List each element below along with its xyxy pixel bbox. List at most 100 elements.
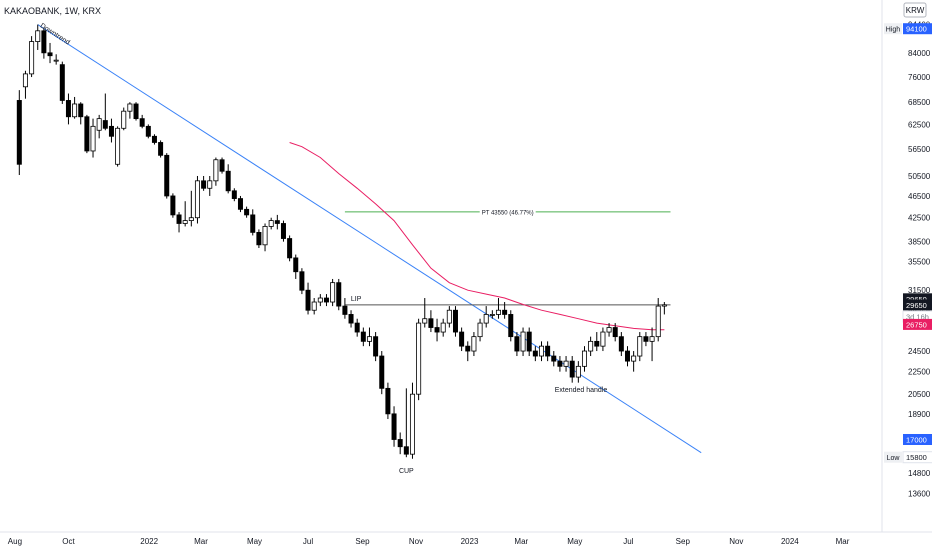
y-tick-label: 68500: [908, 98, 931, 107]
chart-annotation: CUP: [399, 468, 414, 475]
price-badge: [903, 23, 932, 35]
candle-body: [213, 159, 219, 182]
candle-body: [323, 297, 329, 303]
candle-body: [108, 125, 114, 137]
price-badge: [903, 293, 932, 305]
y-tick-label: 31500: [908, 286, 931, 295]
candle-body: [624, 350, 630, 362]
candle-body: [563, 360, 569, 367]
candle-body: [151, 135, 157, 143]
candle-body: [477, 322, 483, 338]
chart-title: KAKAOBANK, 1W, KRX: [4, 6, 102, 16]
x-tick-label: Oct: [62, 537, 75, 546]
candle-body: [452, 309, 458, 333]
candle-body: [176, 214, 182, 224]
candle-body: [397, 439, 403, 448]
candle-body: [557, 360, 563, 367]
y-tick-label: 56500: [908, 145, 931, 154]
candle-body: [256, 231, 262, 246]
candle-body: [201, 180, 207, 189]
candle-body: [280, 223, 286, 239]
candle-body: [606, 327, 612, 333]
candle-body: [446, 309, 452, 324]
candle-body: [643, 336, 649, 342]
chart-annotation: Extended handle: [555, 387, 608, 394]
x-tick-label: 2023: [461, 537, 479, 546]
x-tick-label: Sep: [355, 537, 370, 546]
candle-body: [459, 331, 465, 347]
y-tick-label: 62500: [908, 120, 931, 129]
candle-body: [354, 322, 360, 333]
candle-body: [287, 238, 293, 259]
y-tick-label: 35500: [908, 257, 931, 266]
candle-body: [78, 103, 84, 118]
price-badge-tag-text: High: [886, 27, 901, 34]
y-tick-label: 24500: [908, 347, 931, 356]
lip-label: LIP: [351, 296, 362, 303]
candle-body: [35, 30, 41, 42]
candle-body: [65, 100, 71, 118]
candle-body: [29, 41, 35, 75]
y-tick-label: 18900: [908, 410, 931, 419]
candle-body: [164, 154, 170, 197]
x-tick-label: Aug: [8, 537, 22, 546]
candle-body: [96, 118, 102, 131]
x-tick-label: Nov: [409, 537, 423, 546]
y-tick-label: 42500: [908, 214, 931, 223]
candle-body: [72, 103, 78, 118]
candle-body: [115, 127, 121, 165]
candle-body: [588, 340, 594, 352]
x-tick-label: May: [567, 537, 582, 546]
candle-body: [207, 180, 213, 189]
downtrend-line: [37, 24, 702, 454]
price-badge-text: 29650: [906, 295, 927, 304]
y-tick-label: 46500: [908, 192, 931, 201]
candle-body: [416, 322, 422, 395]
candle-body: [637, 336, 643, 357]
candle-body: [311, 301, 317, 311]
candle-body: [366, 336, 372, 342]
candle-body: [293, 257, 299, 273]
candle-body: [188, 217, 194, 221]
candle-body: [84, 116, 90, 152]
x-tick-label: May: [247, 537, 262, 546]
candle-body: [440, 322, 446, 333]
candle-body: [360, 331, 366, 342]
candle-body: [53, 59, 59, 62]
candle-body: [495, 309, 501, 315]
candle-body: [409, 393, 415, 455]
candle-body: [385, 387, 391, 415]
price-badge-text: 17000: [906, 435, 927, 444]
x-tick-label: Jul: [303, 537, 313, 546]
candle-body: [545, 345, 551, 357]
candle-body: [373, 336, 379, 357]
x-tick-label: Mar: [514, 537, 528, 546]
candle-body: [336, 282, 342, 307]
candle-body: [219, 159, 225, 172]
candle-body: [22, 73, 28, 88]
candle-body: [225, 170, 231, 192]
candle-body: [41, 30, 47, 54]
candle-body: [391, 413, 397, 440]
candle-body: [158, 142, 164, 156]
candle-body: [631, 355, 637, 362]
x-tick-label: Sep: [676, 537, 691, 546]
candle-body: [520, 331, 526, 352]
price-badge-tag: [884, 23, 902, 35]
candle-body: [526, 331, 532, 352]
candle-body: [403, 446, 409, 455]
y-tick-label: 50500: [908, 172, 931, 181]
candle-body: [514, 336, 520, 352]
candle-body: [379, 355, 385, 389]
candle-body: [538, 345, 544, 357]
candle-body: [422, 318, 428, 324]
y-tick-label: 76000: [908, 73, 931, 82]
price-badge-text: 3d 16h: [906, 313, 929, 322]
candle-body: [262, 226, 268, 246]
candle-body: [194, 180, 200, 219]
candle-body: [139, 118, 145, 127]
candle-body: [102, 120, 108, 129]
target-label-bg: [479, 206, 536, 217]
candle-body: [268, 220, 274, 227]
